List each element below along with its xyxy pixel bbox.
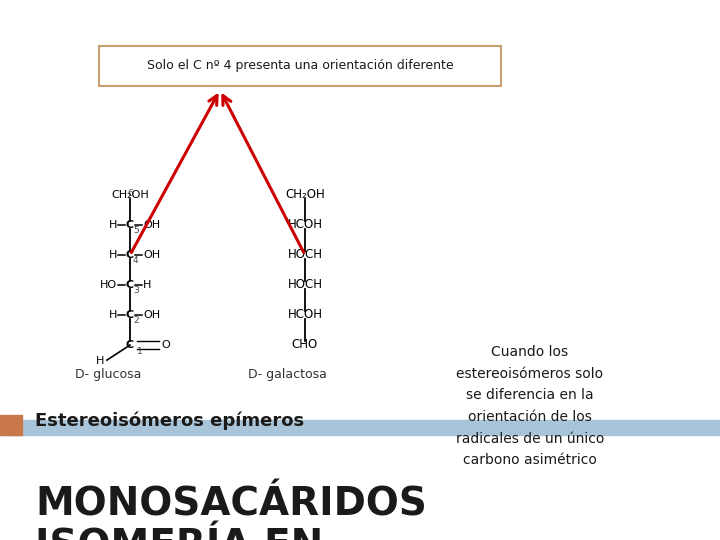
Text: 6: 6	[127, 189, 133, 198]
Text: H: H	[143, 280, 151, 290]
Text: H: H	[109, 310, 117, 320]
Text: HOCH: HOCH	[287, 248, 323, 261]
Text: 5: 5	[133, 226, 139, 235]
Text: ISOMERÍA EN: ISOMERÍA EN	[35, 528, 323, 540]
Text: C: C	[126, 280, 134, 290]
Text: C: C	[126, 340, 134, 350]
Text: CH₂OH: CH₂OH	[111, 190, 149, 200]
Text: H: H	[109, 220, 117, 230]
Text: D- galactosa: D- galactosa	[248, 368, 327, 381]
Text: O: O	[162, 340, 171, 350]
Text: C: C	[126, 220, 134, 230]
Text: C: C	[126, 250, 134, 260]
Text: HCOH: HCOH	[287, 308, 323, 321]
Text: OH: OH	[143, 250, 160, 260]
Text: Estereoisómeros epímeros: Estereoisómeros epímeros	[35, 412, 304, 430]
FancyBboxPatch shape	[99, 46, 501, 86]
Text: 4: 4	[133, 256, 138, 265]
Text: HCOH: HCOH	[287, 219, 323, 232]
Text: OH: OH	[143, 310, 160, 320]
Text: 3: 3	[133, 286, 139, 295]
Text: Solo el C nº 4 presenta una orientación diferente: Solo el C nº 4 presenta una orientación …	[147, 59, 454, 72]
Text: 1: 1	[138, 347, 143, 356]
Bar	[0, 420, 720, 435]
Text: MONOSACÁRIDOS: MONOSACÁRIDOS	[35, 485, 427, 523]
Text: H: H	[109, 250, 117, 260]
Bar	[0, 415, 22, 435]
Text: CH₂OH: CH₂OH	[285, 188, 325, 201]
Text: C: C	[126, 310, 134, 320]
Text: H: H	[96, 356, 104, 366]
Text: 2: 2	[133, 316, 138, 325]
Text: HO: HO	[100, 280, 117, 290]
Text: D- glucosa: D- glucosa	[75, 368, 141, 381]
Text: OH: OH	[143, 220, 160, 230]
Text: CHO: CHO	[292, 339, 318, 352]
Text: HOCH: HOCH	[287, 279, 323, 292]
Text: Cuando los
estereoisómeros solo
se diferencia en la
orientación de los
radicales: Cuando los estereoisómeros solo se difer…	[456, 345, 604, 468]
